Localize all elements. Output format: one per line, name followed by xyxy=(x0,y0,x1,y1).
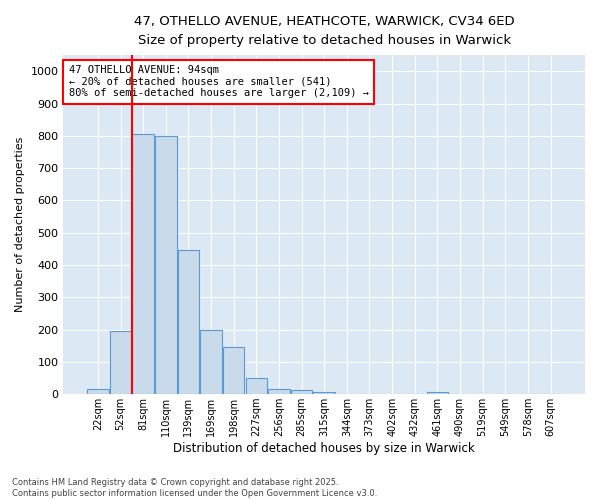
Text: Contains HM Land Registry data © Crown copyright and database right 2025.
Contai: Contains HM Land Registry data © Crown c… xyxy=(12,478,377,498)
Bar xyxy=(133,134,154,394)
Bar xyxy=(268,390,290,394)
Bar xyxy=(200,330,222,394)
Y-axis label: Number of detached properties: Number of detached properties xyxy=(15,137,25,312)
Bar xyxy=(155,136,176,394)
Bar xyxy=(87,390,109,394)
Bar xyxy=(313,392,335,394)
Bar xyxy=(291,390,313,394)
Bar xyxy=(110,331,131,394)
Bar xyxy=(245,378,267,394)
Bar xyxy=(427,392,448,394)
Text: 47 OTHELLO AVENUE: 94sqm
← 20% of detached houses are smaller (541)
80% of semi-: 47 OTHELLO AVENUE: 94sqm ← 20% of detach… xyxy=(68,66,368,98)
Bar xyxy=(178,250,199,394)
Title: 47, OTHELLO AVENUE, HEATHCOTE, WARWICK, CV34 6ED
Size of property relative to de: 47, OTHELLO AVENUE, HEATHCOTE, WARWICK, … xyxy=(134,15,515,47)
X-axis label: Distribution of detached houses by size in Warwick: Distribution of detached houses by size … xyxy=(173,442,475,455)
Bar xyxy=(223,348,244,394)
